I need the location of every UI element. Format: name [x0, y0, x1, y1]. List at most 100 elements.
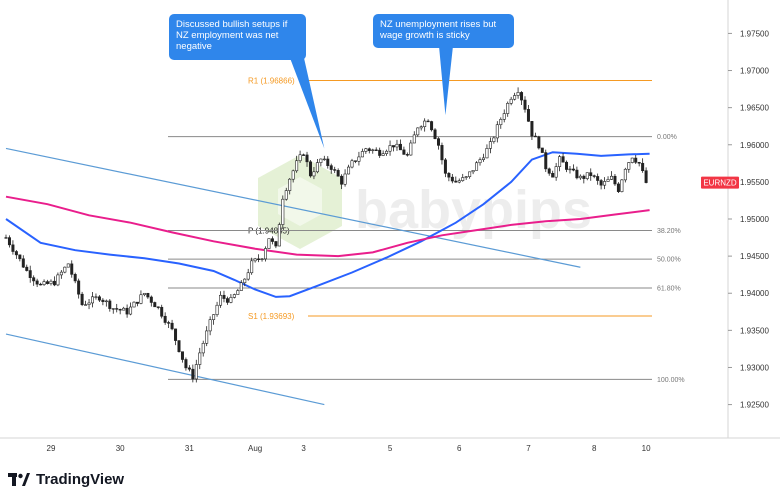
callout-pointer: [439, 46, 453, 116]
candle-body: [516, 92, 520, 96]
candle-body: [160, 306, 164, 317]
price-tick-label: 1.94500: [740, 252, 769, 261]
candle-body: [322, 158, 326, 161]
price-tick-label: 1.92500: [740, 401, 769, 410]
candle-body: [343, 173, 347, 185]
moving-average-line: [5, 151, 650, 298]
candle-body: [329, 165, 333, 170]
candle-body: [315, 162, 319, 173]
candle-body: [333, 169, 337, 171]
candle-body: [101, 299, 105, 302]
time-tick-label: 7: [526, 444, 531, 453]
candle-body: [11, 244, 15, 252]
candle-body: [184, 359, 188, 369]
candle-body: [66, 263, 70, 268]
candle-body: [28, 270, 32, 278]
candle-body: [187, 367, 191, 370]
candle-body: [215, 304, 219, 315]
candle-body: [229, 297, 233, 303]
candle-body: [364, 148, 368, 152]
last-price-badge: [701, 176, 739, 189]
candle-body: [381, 153, 385, 156]
candle-body: [277, 224, 281, 247]
callout-text-line: Discussed bullish setups if: [176, 19, 288, 30]
candle-body: [267, 238, 271, 249]
candle-body: [32, 277, 36, 282]
candle-body: [94, 296, 98, 298]
candle-body: [430, 121, 434, 131]
candle-body: [63, 266, 67, 273]
candle-body: [281, 198, 285, 225]
candle-body: [506, 103, 510, 114]
candle-body: [180, 351, 184, 360]
candle-body: [174, 328, 178, 341]
price-axis[interactable]: 1.97500 1.97000 1.96500 1.96000 1.95500 1.950…: [728, 29, 769, 410]
callout-text-line: negative: [176, 41, 212, 52]
candle-body: [73, 274, 77, 282]
candle-body: [284, 190, 288, 200]
candle-body: [46, 281, 50, 284]
horizontal-levels: R1 (1.96866)0.00%P (1.94845) 38.20%50.00%…: [168, 76, 685, 384]
candle-body: [250, 260, 254, 274]
tradingview-logo[interactable]: TradingView: [8, 471, 124, 488]
candle-body: [454, 180, 458, 183]
candle-body: [412, 134, 416, 144]
time-axis[interactable]: 29 30 31 Aug 3 5 6 7 8 10: [47, 444, 652, 453]
candle-body: [288, 178, 292, 191]
candle-body: [533, 135, 537, 138]
footer: TradingView: [0, 462, 780, 499]
candle-body: [191, 368, 195, 380]
candle-body: [450, 176, 454, 182]
candle-body: [502, 113, 506, 120]
candle-body: [219, 294, 223, 306]
candle-body: [156, 306, 160, 308]
candle-body: [537, 136, 541, 149]
candle-body: [367, 148, 371, 151]
candle-body: [177, 340, 181, 353]
candle-body: [540, 147, 544, 153]
candle-body: [637, 162, 641, 164]
candle-body: [551, 172, 555, 178]
candle-body: [194, 364, 198, 380]
candle-body: [167, 322, 171, 324]
candle-body: [111, 308, 115, 310]
candle-body: [385, 150, 389, 154]
candle-body: [104, 300, 108, 303]
callout-text-line: NZ employment was net: [176, 30, 279, 41]
candle-body: [115, 308, 119, 310]
price-tick-label: 1.94000: [740, 289, 769, 298]
price-tick-label: 1.95000: [740, 215, 769, 224]
candle-body: [212, 314, 216, 320]
candle-body: [208, 319, 212, 332]
candle-body: [326, 158, 330, 166]
candle-body: [270, 238, 274, 242]
candle-body: [122, 307, 126, 311]
candle-body: [634, 157, 638, 163]
candle-body: [201, 342, 205, 354]
candle-body: [308, 161, 312, 177]
candle-body: [291, 170, 295, 180]
candle-body: [398, 143, 402, 151]
candle-body: [495, 124, 499, 139]
callout-box: [169, 14, 306, 60]
candle-body: [340, 175, 344, 185]
candle-body: [554, 166, 558, 178]
candle-body: [464, 176, 468, 178]
candle-body: [423, 120, 427, 127]
candle-body: [461, 177, 465, 181]
candle-body: [4, 237, 8, 239]
candle-body: [236, 290, 240, 295]
trend-line: [5, 147, 581, 268]
candle-body: [547, 168, 551, 174]
tradingview-logo-icon: [8, 472, 30, 486]
candle-body: [526, 109, 530, 122]
candle-body: [312, 171, 316, 177]
candle-body: [488, 141, 492, 149]
candle-body: [481, 157, 485, 160]
candle-body: [609, 175, 613, 180]
candle-body: [25, 266, 29, 271]
candle-body: [347, 166, 351, 175]
candle-body: [305, 154, 309, 163]
candle-body: [56, 274, 60, 286]
